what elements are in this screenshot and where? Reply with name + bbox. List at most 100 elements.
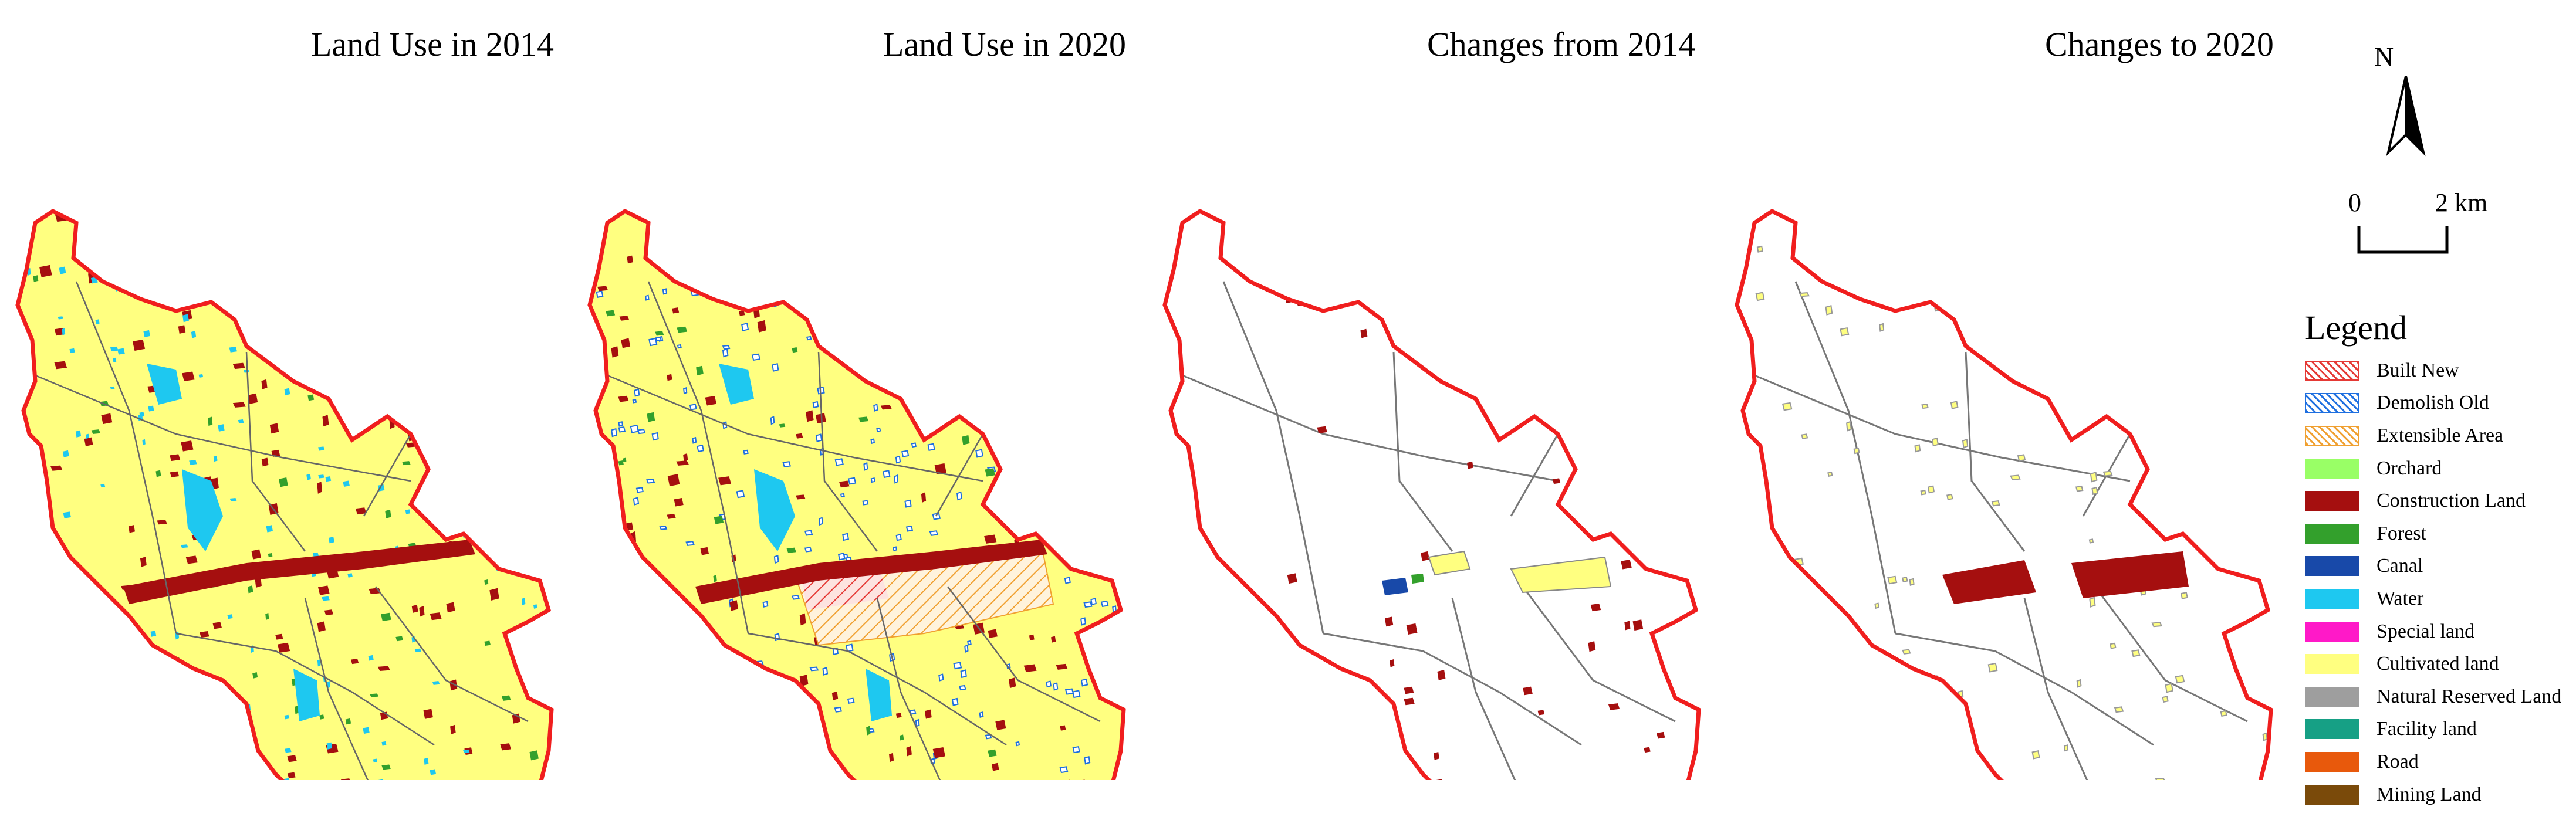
land-patch — [1590, 603, 1601, 612]
land-patch — [175, 754, 179, 761]
land-patch — [625, 760, 630, 765]
land-patch — [124, 687, 131, 693]
land-patch — [1537, 710, 1545, 716]
land-patch — [515, 516, 520, 521]
land-patch — [148, 405, 154, 412]
land-patch — [872, 240, 885, 247]
land-patch — [440, 211, 449, 221]
land-patch — [878, 300, 890, 310]
land-patch — [533, 604, 537, 609]
land-patch — [2013, 320, 2024, 328]
map-changes-from-2014 — [1147, 106, 1734, 780]
land-patch — [777, 699, 782, 709]
land-patch — [294, 301, 300, 309]
land-patch — [1009, 677, 1016, 689]
land-patch — [1029, 634, 1035, 641]
land-patch — [792, 347, 798, 353]
land-patch — [1006, 413, 1013, 424]
land-patch — [1060, 281, 1065, 290]
legend-swatch — [2305, 686, 2359, 707]
land-patch — [770, 726, 775, 733]
land-patch — [1077, 304, 1087, 310]
land-patch — [423, 709, 433, 719]
map-changes-to-svg — [1735, 208, 2273, 780]
land-patch — [623, 457, 627, 463]
land-patch — [874, 256, 878, 265]
land-patch — [232, 402, 246, 408]
land-patch — [1072, 690, 1081, 699]
land-patch — [1080, 678, 1088, 687]
land-patch — [113, 357, 117, 362]
land-patch — [1421, 551, 1429, 561]
land-patch — [2257, 564, 2264, 570]
land-patch — [924, 709, 932, 719]
land-patch — [24, 446, 35, 459]
land-patch — [743, 449, 749, 455]
land-patch — [1182, 699, 1192, 706]
land-patch — [1783, 657, 1793, 668]
land-patch — [714, 516, 724, 524]
land-patch — [330, 219, 334, 226]
land-patch — [2163, 383, 2175, 392]
subdivision-line — [1392, 351, 1453, 552]
legend-label: Natural Reserved Land — [2376, 685, 2562, 707]
land-patch — [937, 306, 945, 316]
land-patch — [373, 333, 380, 337]
land-patch — [2076, 327, 2083, 334]
land-patch — [919, 335, 928, 343]
land-patch — [796, 433, 803, 439]
legend-label: Orchard — [2376, 457, 2442, 479]
panel-title-2014: Land Use in 2014 — [311, 25, 554, 63]
land-patch — [895, 713, 902, 718]
land-patch — [1063, 260, 1069, 273]
land-patch — [905, 525, 914, 532]
land-patch — [729, 600, 739, 611]
land-patch — [299, 263, 303, 269]
land-patch — [297, 340, 305, 350]
land-patch — [813, 211, 822, 212]
land-patch — [967, 640, 972, 646]
land-patch — [739, 310, 745, 316]
land-patch — [2171, 491, 2182, 501]
land-patch — [915, 718, 920, 727]
land-patch — [191, 330, 197, 338]
land-patch — [350, 335, 363, 347]
land-patch — [1921, 404, 1929, 409]
land-patch — [432, 681, 440, 685]
land-patch — [596, 667, 604, 672]
land-patch — [106, 246, 116, 257]
land-patch — [922, 203, 928, 207]
land-patch — [232, 740, 238, 743]
land-patch — [796, 494, 806, 500]
land-patch — [432, 218, 438, 225]
land-patch — [1120, 327, 1124, 334]
urban-corridor — [695, 540, 1047, 604]
map-2020-svg — [587, 203, 1126, 780]
land-patch — [328, 537, 334, 544]
land-patch — [929, 530, 939, 536]
urban-corridor — [123, 540, 475, 604]
land-patch — [775, 767, 781, 774]
land-patch — [110, 346, 119, 351]
land-patch — [340, 372, 351, 384]
land-patch — [1046, 680, 1052, 688]
land-patch — [2029, 211, 2037, 213]
land-patch — [1104, 218, 1114, 222]
land-patch — [342, 231, 349, 242]
land-patch — [692, 436, 697, 444]
land-patch — [404, 418, 410, 428]
subdivision-line — [1323, 632, 1582, 746]
land-patch — [904, 499, 912, 508]
panel-title-changes-to: Changes to 2020 — [2045, 25, 2274, 63]
land-patch — [189, 460, 197, 465]
land-patch — [306, 473, 311, 480]
land-patch — [199, 242, 208, 254]
land-patch — [343, 212, 352, 222]
panel-title-changes-from: Changes from 2014 — [1427, 25, 1696, 63]
land-patch — [691, 651, 697, 657]
land-patch — [1360, 328, 1368, 338]
land-patch — [307, 394, 315, 401]
land-patch — [606, 310, 616, 317]
land-patch — [180, 544, 188, 548]
legend-label: Forest — [2376, 522, 2426, 544]
